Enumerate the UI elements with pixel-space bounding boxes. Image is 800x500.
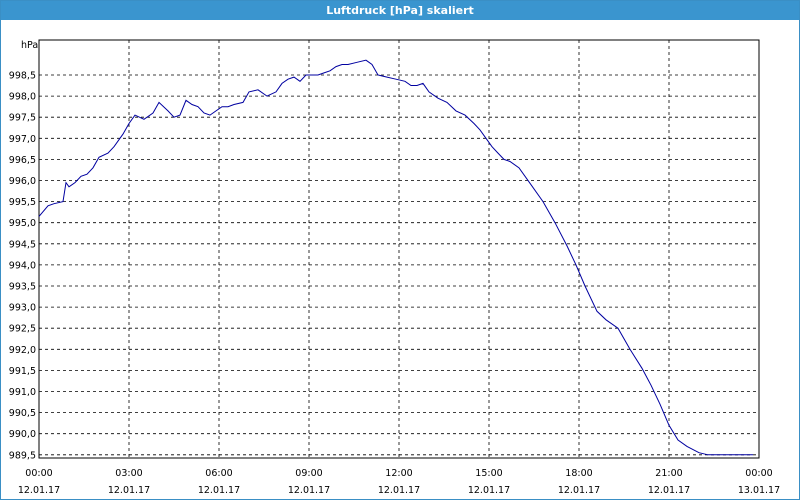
y-tick-label: 996,0 bbox=[9, 176, 36, 187]
y-tick-label: 993,0 bbox=[9, 303, 36, 314]
x-tick-time: 21:00 bbox=[655, 468, 682, 479]
y-tick-label: 998,0 bbox=[9, 92, 36, 103]
x-tick-date: 12.01.17 bbox=[648, 485, 690, 496]
y-tick-label: 996,5 bbox=[9, 155, 36, 166]
x-tick-date: 12.01.17 bbox=[468, 485, 510, 496]
series bbox=[38, 59, 753, 456]
x-tick-date: 12.01.17 bbox=[378, 485, 420, 496]
y-tick-label: 995,5 bbox=[9, 197, 36, 208]
grid bbox=[39, 40, 759, 458]
x-tick-time: 18:00 bbox=[565, 468, 592, 479]
x-tick-time: 00:00 bbox=[25, 468, 52, 479]
plot-frame bbox=[38, 39, 760, 459]
x-tick-time: 00:00 bbox=[745, 468, 772, 479]
y-tick-label: 991,5 bbox=[9, 366, 36, 377]
y-tick-label: 990,0 bbox=[9, 429, 36, 440]
y-tick-label: 994,5 bbox=[9, 239, 36, 250]
y-axis-ticks: 998,5 998,0 997,5 997,0 996,5 996,0 995,5 995,0… bbox=[9, 71, 36, 462]
y-tick-label: 993,5 bbox=[9, 282, 36, 293]
y-tick-label: 990,5 bbox=[9, 408, 36, 419]
window-title: Luftdruck [hPa] skaliert bbox=[1, 1, 799, 20]
y-tick-label: 992,5 bbox=[9, 324, 36, 335]
y-unit-label: hPa bbox=[21, 40, 38, 51]
x-tick-date: 13.01.17 bbox=[738, 485, 780, 496]
series-line-pressure bbox=[38, 59, 753, 456]
y-tick-label: 997,5 bbox=[9, 113, 36, 124]
x-tick-date: 12.01.17 bbox=[18, 485, 60, 496]
x-tick-date: 12.01.17 bbox=[198, 485, 240, 496]
x-tick-date: 12.01.17 bbox=[108, 485, 150, 496]
y-tick-label: 992,0 bbox=[9, 345, 36, 356]
y-tick-label: 995,0 bbox=[9, 218, 36, 229]
x-tick-time: 15:00 bbox=[475, 468, 502, 479]
y-tick-label: 998,5 bbox=[9, 71, 36, 82]
x-tick-time: 12:00 bbox=[385, 468, 412, 479]
y-tick-label: 989,5 bbox=[9, 450, 36, 461]
y-tick-label: 994,0 bbox=[9, 260, 36, 271]
x-tick-time: 03:00 bbox=[115, 468, 142, 479]
x-tick-time: 09:00 bbox=[295, 468, 322, 479]
x-tick-date: 12.01.17 bbox=[558, 485, 600, 496]
x-tick-date: 12.01.17 bbox=[288, 485, 330, 496]
x-tick-time: 06:00 bbox=[205, 468, 232, 479]
x-axis-ticks: 00:00 12.01.17 03:00 12.01.17 06:00 12.01.17 0… bbox=[18, 468, 780, 496]
y-tick-label: 997,0 bbox=[9, 134, 36, 145]
y-tick-label: 991,0 bbox=[9, 387, 36, 398]
